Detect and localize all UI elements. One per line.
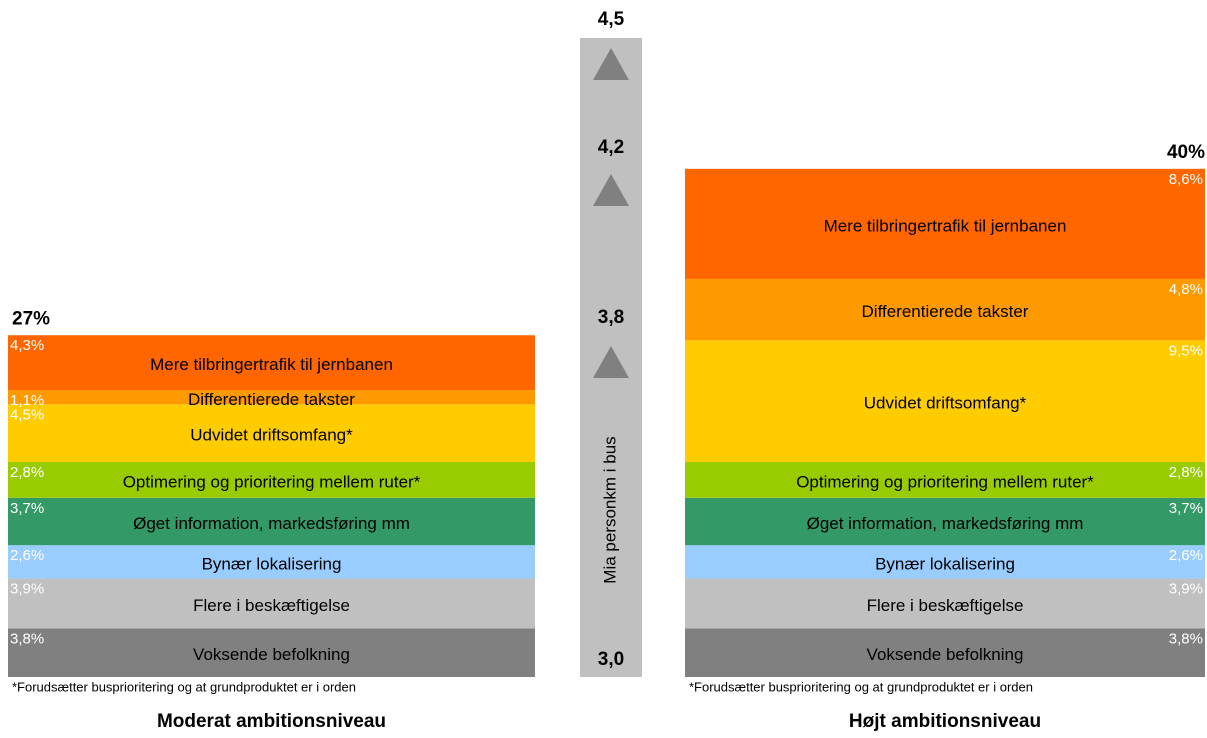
segment [8,545,535,579]
segment-value: 1,1% [10,392,44,409]
scale-label: Mia personkm i bus [600,436,619,583]
segment-value: 2,8% [1169,464,1203,481]
segment [685,628,1205,677]
segment-value: 3,8% [10,630,44,647]
arrow [593,48,629,80]
segment-name: Bynær lokalisering [875,554,1015,573]
segment-value: 4,5% [10,406,44,423]
segment-name: Mere tilbringertrafik til jernbanen [824,216,1067,235]
segment [685,168,1205,279]
segment-value: 4,3% [10,337,44,354]
segment [8,335,535,391]
segment-value: 3,9% [10,580,44,597]
segment-value: 9,5% [1169,342,1203,359]
segment-name: Øget information, markedsføring mm [807,514,1084,533]
segment [8,461,535,498]
y-tick-label: 4,2 [598,137,624,158]
segment-name: Voksende befolkning [867,645,1024,664]
segment [8,497,535,546]
segment-name: Udvidet driftsomfang* [864,394,1027,413]
note: *Forudsætter busprioritering og at grund… [689,679,1033,694]
segment-name: Differentierede takster [188,390,355,409]
y-tick-label: 4,5 [598,9,625,30]
segment-value: 3,8% [1169,630,1203,647]
segment-name: Udvidet driftsomfang* [190,426,353,445]
segment [685,578,1205,629]
segment-value: 2,6% [1169,547,1203,564]
segment-value: 8,6% [1169,171,1203,188]
segment [685,497,1205,546]
segment [685,461,1205,498]
segment-name: Flere i beskæftigelse [867,596,1024,615]
segment-name: Flere i beskæftigelse [193,596,350,615]
total-label: 40% [1167,142,1205,163]
segment-value: 2,8% [10,464,44,481]
segment [8,390,535,405]
segment-name: Differentierede takster [862,302,1029,321]
segment-value: 3,7% [1169,500,1203,517]
segment [685,340,1205,462]
segment-name: Voksende befolkning [193,645,350,664]
segment-name: Mere tilbringertrafik til jernbanen [150,355,393,374]
note: *Forudsætter busprioritering og at grund… [12,679,356,694]
segment-name: Optimering og prioritering mellem ruter* [123,472,421,491]
y-tick-label: 3,0 [598,649,624,670]
segment [685,278,1205,341]
segment [685,545,1205,579]
segment-value: 3,7% [10,500,44,517]
segment [8,628,535,677]
segment-name: Øget information, markedsføring mm [133,514,410,533]
segment-value: 3,9% [1169,580,1203,597]
y-tick-label: 3,8 [598,307,624,328]
segment [8,404,535,462]
segment-value: 2,6% [10,547,44,564]
segment-name: Optimering og prioritering mellem ruter* [796,472,1094,491]
arrow [593,346,629,378]
arrow [593,174,629,206]
segment [8,578,535,629]
segment-value: 4,8% [1169,281,1203,298]
panel-title: Højt ambitionsniveau [849,711,1041,732]
total-label: 27% [12,308,50,329]
segment-name: Bynær lokalisering [202,554,342,573]
panel-title: Moderat ambitionsniveau [157,711,386,732]
